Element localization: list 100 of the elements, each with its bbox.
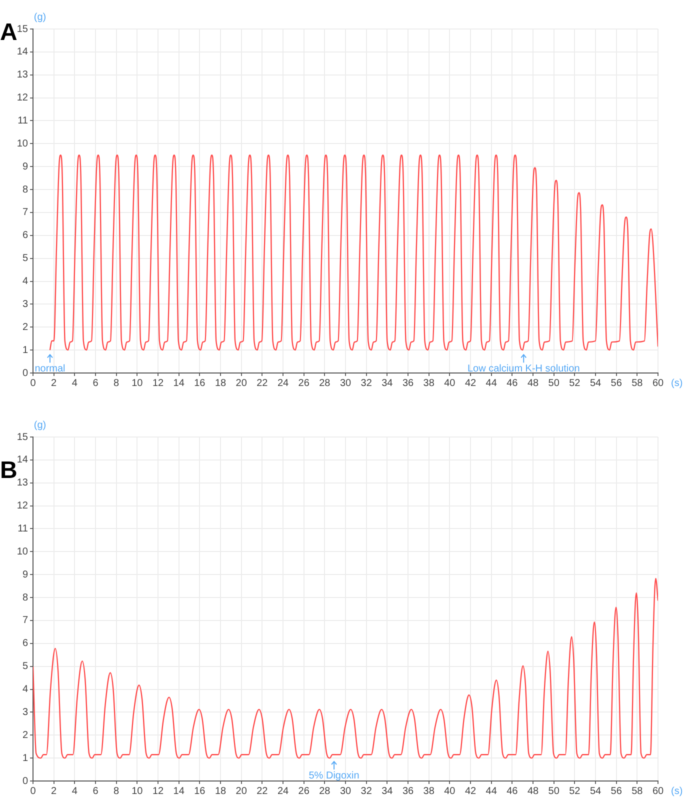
y-tick-label: 5 <box>22 661 28 672</box>
y-tick-label: 2 <box>22 730 28 741</box>
x-tick-label: 54 <box>590 378 602 389</box>
x-tick-label: 38 <box>423 378 435 389</box>
y-tick-label: 3 <box>22 706 28 718</box>
x-tick-label: 28 <box>319 786 331 797</box>
x-tick-label: 52 <box>569 378 581 389</box>
y-tick-label: 10 <box>16 138 28 150</box>
x-tick-label: 48 <box>527 378 539 389</box>
x-tick-label: 48 <box>527 786 539 797</box>
x-axis-title: (s) <box>671 786 683 797</box>
y-tick-label: 12 <box>16 500 28 512</box>
y-tick-label: 6 <box>22 230 28 242</box>
text: B <box>0 457 18 484</box>
x-tick-label: 46 <box>506 786 518 797</box>
x-tick-label: 42 <box>464 378 476 389</box>
x-tick-label: 10 <box>132 378 144 389</box>
x-tick-label: 56 <box>610 378 622 389</box>
y-tick-label: 11 <box>18 523 28 534</box>
y-tick-label: 1 <box>22 752 28 764</box>
line-series <box>33 578 658 759</box>
y-tick-label: 15 <box>16 432 28 443</box>
x-tick-label: 6 <box>92 378 99 389</box>
x-tick-label: 22 <box>256 786 268 797</box>
y-tick-label: 11 <box>18 115 28 126</box>
y-tick-label: 4 <box>22 276 28 288</box>
x-tick-label: 42 <box>464 786 476 797</box>
line-series <box>49 154 658 351</box>
x-tick-label: 22 <box>256 378 268 389</box>
x-tick-label: 2 <box>51 378 58 389</box>
x-tick-label: 38 <box>423 786 435 797</box>
x-tick-label: 12 <box>152 378 164 389</box>
x-tick-label: 24 <box>277 378 289 389</box>
x-tick-label: 26 <box>298 786 310 797</box>
x-tick-label: 2 <box>51 786 58 797</box>
x-tick-label: 4 <box>72 378 78 389</box>
x-tick-label: 8 <box>114 786 120 797</box>
x-tick-label: 36 <box>402 378 414 389</box>
y-tick-label: 12 <box>16 92 28 104</box>
chart-title: A <box>0 19 18 46</box>
x-tick-label: 50 <box>548 786 560 797</box>
y-tick-label: 10 <box>16 546 28 558</box>
y-tick-label: 14 <box>16 454 28 466</box>
x-tick-label: 14 <box>173 378 185 389</box>
y-tick-label: 13 <box>16 70 28 81</box>
x-tick-label: 0 <box>30 378 36 389</box>
y-tick-label: 3 <box>22 298 28 310</box>
x-tick-label: 20 <box>236 378 248 389</box>
annotation: normal <box>34 363 66 374</box>
x-tick-label: 56 <box>610 786 622 797</box>
y-tick-label: 0 <box>22 776 28 787</box>
x-tick-label: 58 <box>632 786 644 797</box>
x-tick-label: 32 <box>360 786 372 797</box>
x-tick-label: 8 <box>114 378 120 389</box>
x-tick-label: 14 <box>173 786 185 797</box>
y-tick-label: 9 <box>22 161 28 172</box>
x-tick-label: 24 <box>277 786 289 797</box>
x-tick-label: 54 <box>590 786 602 797</box>
y-tick-label: 8 <box>22 592 28 604</box>
x-tick-label: 34 <box>382 786 394 797</box>
x-tick-label: 26 <box>298 378 310 389</box>
x-tick-label: 30 <box>340 786 352 797</box>
x-tick-label: 60 <box>652 786 664 797</box>
annotation: 5% Digoxin <box>308 770 360 782</box>
y-tick-label: 7 <box>22 615 28 626</box>
x-tick-label: 30 <box>340 378 352 389</box>
x-tick-label: 4 <box>72 786 78 797</box>
y-tick-label: 2 <box>22 322 28 333</box>
x-tick-label: 6 <box>92 786 99 797</box>
y-tick-label: 14 <box>16 46 28 58</box>
y-tick-label: 7 <box>22 207 28 218</box>
x-tick-label: 50 <box>548 378 560 389</box>
y-tick-label: 6 <box>22 638 28 650</box>
y-tick-label: 0 <box>22 368 28 379</box>
x-axis-title: (s) <box>671 378 683 389</box>
x-tick-label: 36 <box>402 786 414 797</box>
y-tick-label: 8 <box>22 184 28 196</box>
y-tick-label: 5 <box>22 253 28 264</box>
x-tick-label: 34 <box>382 378 394 389</box>
x-tick-label: 10 <box>132 786 144 797</box>
x-tick-label: 18 <box>214 786 226 797</box>
x-tick-label: 40 <box>444 378 456 389</box>
x-tick-label: 32 <box>360 378 372 389</box>
y-tick-label: 1 <box>22 344 28 356</box>
y-axis-title: (g) <box>34 420 46 431</box>
x-tick-label: 44 <box>486 786 498 797</box>
y-tick-label: 9 <box>22 569 28 580</box>
x-tick-label: 18 <box>214 378 226 389</box>
x-tick-label: 46 <box>506 378 518 389</box>
x-tick-label: 58 <box>632 378 644 389</box>
y-tick-label: 15 <box>16 24 28 35</box>
x-tick-label: 0 <box>30 786 36 797</box>
y-tick-label: 4 <box>22 684 28 696</box>
annotation: Low calcium K-H solution <box>467 363 580 374</box>
x-tick-label: 28 <box>319 378 331 389</box>
x-tick-label: 12 <box>152 786 164 797</box>
x-tick-label: 16 <box>194 786 206 797</box>
x-tick-label: 60 <box>652 378 664 389</box>
x-tick-label: 52 <box>569 786 581 797</box>
y-tick-label: 13 <box>16 478 28 489</box>
